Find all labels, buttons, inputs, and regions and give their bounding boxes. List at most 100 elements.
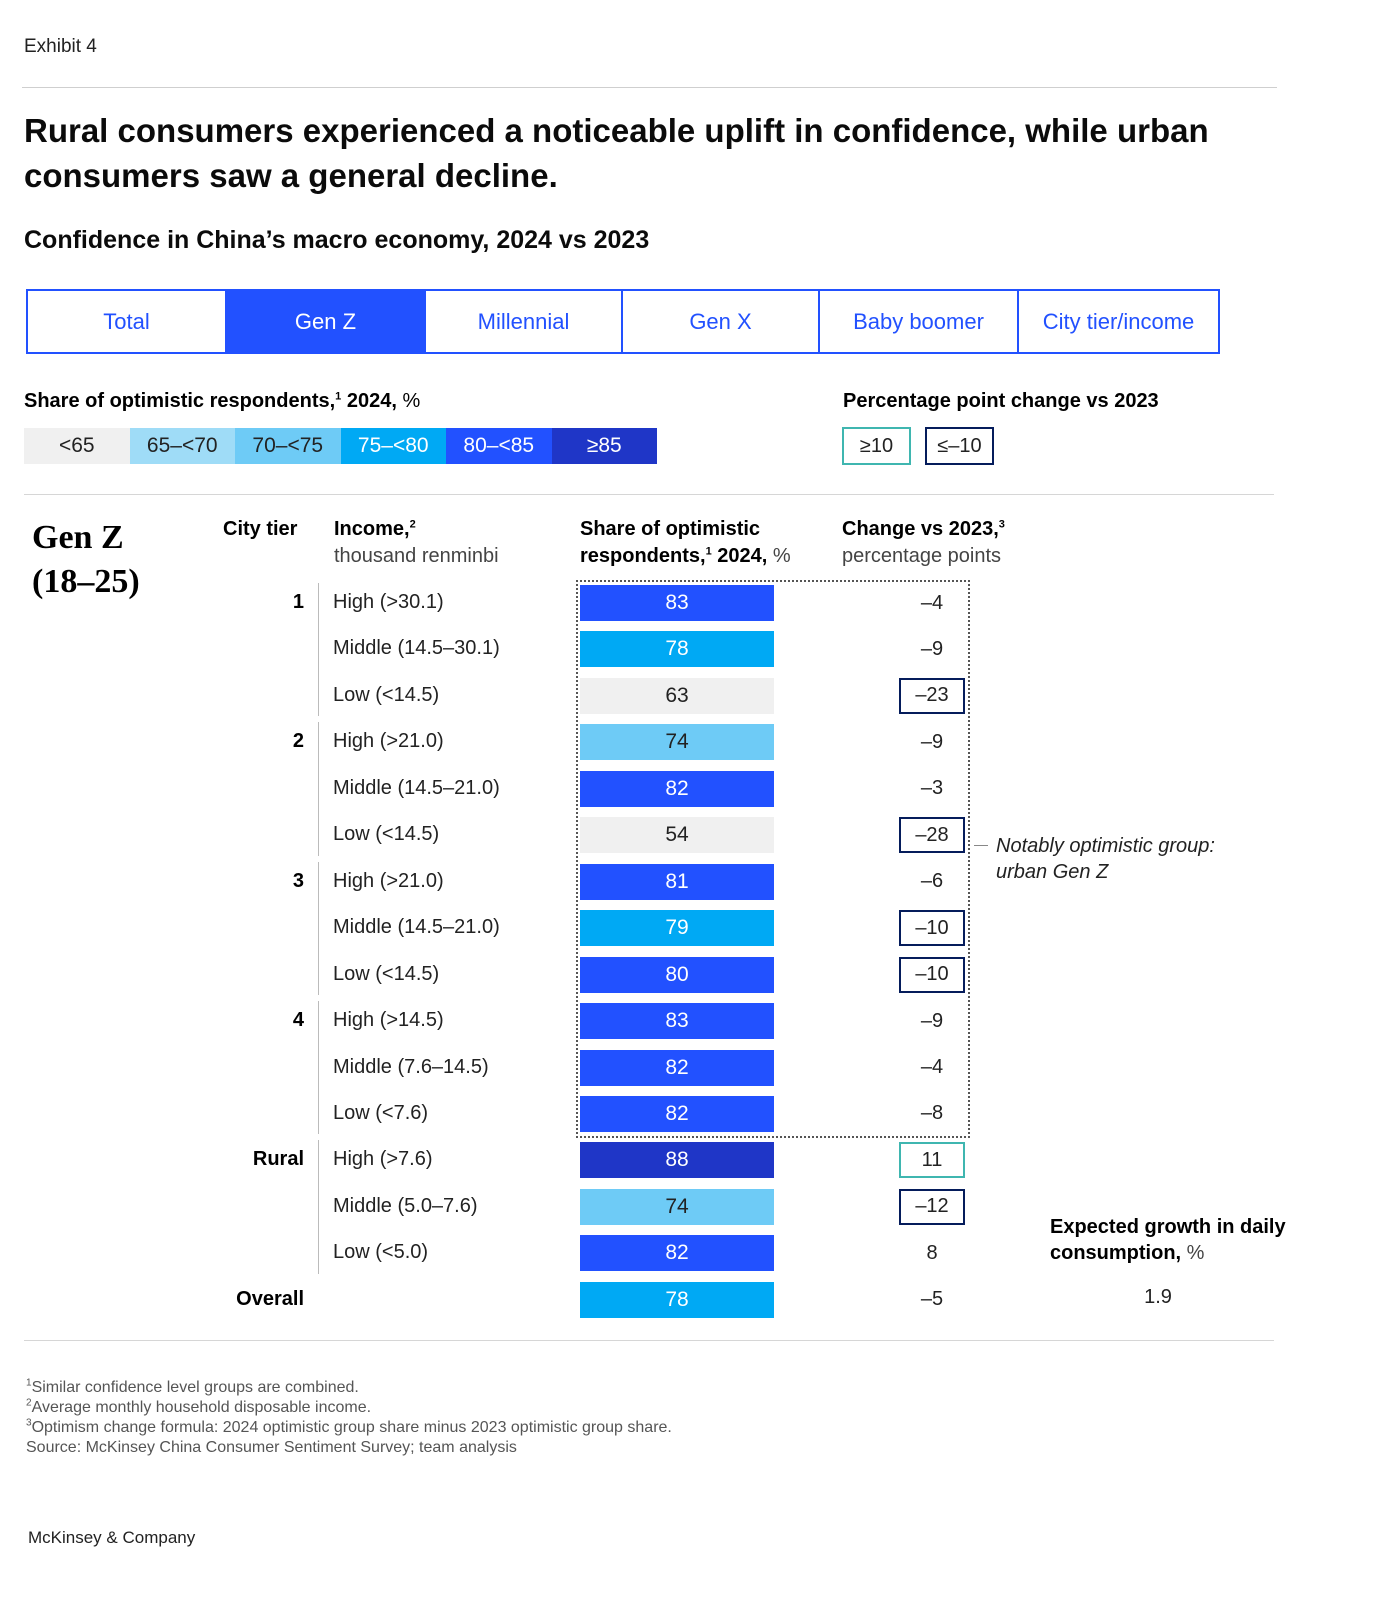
legend-bin-4: 80–<85 <box>446 428 552 464</box>
tab-gen-z[interactable]: Gen Z <box>227 291 426 352</box>
city-tier-label: Rural <box>252 1148 304 1171</box>
share-bar: 88 <box>580 1142 774 1179</box>
income-label: Middle (5.0–7.6) <box>333 1194 478 1217</box>
col-head-share: Share of optimistic respondents,1 2024, … <box>580 516 791 570</box>
income-label: High (>21.0) <box>333 730 444 753</box>
tab-total[interactable]: Total <box>28 291 227 352</box>
footnote-line: 1Similar confidence level groups are com… <box>26 1378 672 1398</box>
share-bar: 79 <box>580 910 774 947</box>
income-label: Low (<14.5) <box>333 962 440 985</box>
income-label: Low (<14.5) <box>333 683 440 706</box>
urban-highlight-box <box>576 580 970 1138</box>
change-legend-title: Percentage point change vs 2023 <box>843 390 1159 412</box>
col-head-income: Income,2 thousand renminbi <box>334 516 499 570</box>
income-label: Middle (14.5–21.0) <box>333 776 500 799</box>
top-divider <box>22 87 1277 88</box>
change-value: 11 <box>899 1142 965 1179</box>
income-label: High (>7.6) <box>333 1148 433 1171</box>
change-value: –10 <box>899 956 965 993</box>
footnote-text: Source: McKinsey China Consumer Sentimen… <box>26 1439 517 1456</box>
group-name: Gen Z <box>32 519 124 556</box>
change-value: –8 <box>920 1102 944 1125</box>
col-head-income-title: Income, <box>334 518 410 540</box>
expected-growth-value: 1.9 <box>1144 1286 1172 1308</box>
share-bar: 80 <box>580 956 774 993</box>
income-label: Middle (14.5–30.1) <box>333 637 500 660</box>
legend-bin-5: ≥85 <box>551 428 657 464</box>
change-value: –9 <box>920 637 944 660</box>
brand-logo-text: McKinsey & Company <box>28 1528 196 1547</box>
col-head-change-footnote-ref: 3 <box>998 518 1005 531</box>
tab-baby-boomer[interactable]: Baby boomer <box>820 291 1019 352</box>
income-label: High (>21.0) <box>333 869 444 892</box>
change-value: –23 <box>899 677 965 714</box>
expected-growth-title: Expected growth in daily consumption, <box>1050 1216 1286 1264</box>
overall-label: Overall <box>236 1287 304 1310</box>
footnote-number: 1 <box>26 1377 32 1389</box>
change-value: –12 <box>899 1188 965 1225</box>
share-legend-title: Share of optimistic respondents,1 2024, … <box>24 390 420 413</box>
change-value: –4 <box>920 591 944 614</box>
change-value: –10 <box>899 910 965 947</box>
city-tier-label: 4 <box>292 1009 304 1032</box>
income-label: High (>14.5) <box>333 1009 444 1032</box>
share-bar: 54 <box>580 817 774 854</box>
section-divider <box>24 494 1274 495</box>
share-bar: 82 <box>580 1235 774 1272</box>
change-legend-positive: ≥10 <box>842 427 911 465</box>
income-label: Low (<5.0) <box>333 1241 429 1264</box>
share-bar: 74 <box>580 724 774 761</box>
tier-divider-line <box>318 1140 319 1274</box>
col-head-income-unit: thousand renminbi <box>334 545 499 567</box>
city-tier-label: 3 <box>292 869 304 892</box>
annotation-leader-line <box>974 845 988 846</box>
share-bar: 83 <box>580 585 774 621</box>
footnote-text: Similar confidence level groups are comb… <box>31 1379 359 1396</box>
change-value: –3 <box>920 777 944 800</box>
group-age-range: (18–25) <box>32 563 140 600</box>
legend-bin-0: <65 <box>24 428 130 464</box>
income-label: High (>30.1) <box>333 591 444 613</box>
annotation-text: Notably optimistic group: urban Gen Z <box>996 835 1215 883</box>
income-label: Low (<7.6) <box>333 1101 429 1124</box>
exhibit-label: Exhibit 4 <box>24 36 97 57</box>
col-head-change-unit: percentage points <box>842 545 1002 567</box>
share-bar: 81 <box>580 863 774 900</box>
bottom-divider <box>24 1340 1274 1341</box>
tier-divider-line <box>318 861 319 996</box>
footnote-line: 2Average monthly household disposable in… <box>26 1398 672 1418</box>
footnote-number: 3 <box>26 1417 32 1429</box>
share-bar: 82 <box>580 770 774 807</box>
tab-gen-x[interactable]: Gen X <box>623 291 820 352</box>
chart-subtitle: Confidence in China’s macro economy, 202… <box>24 226 650 254</box>
legend-bin-1: 65–<70 <box>129 428 235 464</box>
share-bar: 63 <box>580 677 774 714</box>
income-label: Middle (7.6–14.5) <box>333 1055 489 1078</box>
expected-growth-header: Expected growth in daily consumption, % <box>1050 1214 1290 1266</box>
city-tier-label: 1 <box>292 591 304 613</box>
col-head-share-year: 2024, <box>711 545 768 567</box>
page-title: Rural consumers experienced a noticeable… <box>24 112 1209 194</box>
share-legend-title-text: Share of optimistic respondents, <box>24 390 336 412</box>
footnote-line: 3Optimism change formula: 2024 optimisti… <box>26 1418 672 1438</box>
share-bar: 83 <box>580 1003 774 1040</box>
overall-change-value: –5 <box>920 1288 944 1311</box>
col-head-city-tier: City tier <box>223 518 298 540</box>
col-head-change: Change vs 2023,3 percentage points <box>842 516 1005 570</box>
income-label: Low (<14.5) <box>333 823 440 846</box>
tab-city-tier-income[interactable]: City tier/income <box>1019 291 1218 352</box>
col-head-share-line1: Share of optimistic <box>580 518 761 540</box>
footnotes: 1Similar confidence level groups are com… <box>26 1378 672 1458</box>
change-value: –4 <box>920 1056 944 1078</box>
col-head-change-title: Change vs 2023, <box>842 518 999 540</box>
share-legend-year: 2024, <box>341 390 397 412</box>
legend-bin-3: 75–<80 <box>340 428 446 464</box>
share-legend-unit: % <box>396 390 421 412</box>
footnote-number: 2 <box>26 1397 32 1409</box>
col-head-share-unit: % <box>767 545 791 567</box>
tab-millennial[interactable]: Millennial <box>426 291 623 352</box>
footnote-text: Average monthly household disposable inc… <box>31 1399 372 1416</box>
share-bar: 78 <box>580 631 774 668</box>
tier-divider-line <box>318 722 319 856</box>
legend-bin-2: 70–<75 <box>235 428 341 464</box>
